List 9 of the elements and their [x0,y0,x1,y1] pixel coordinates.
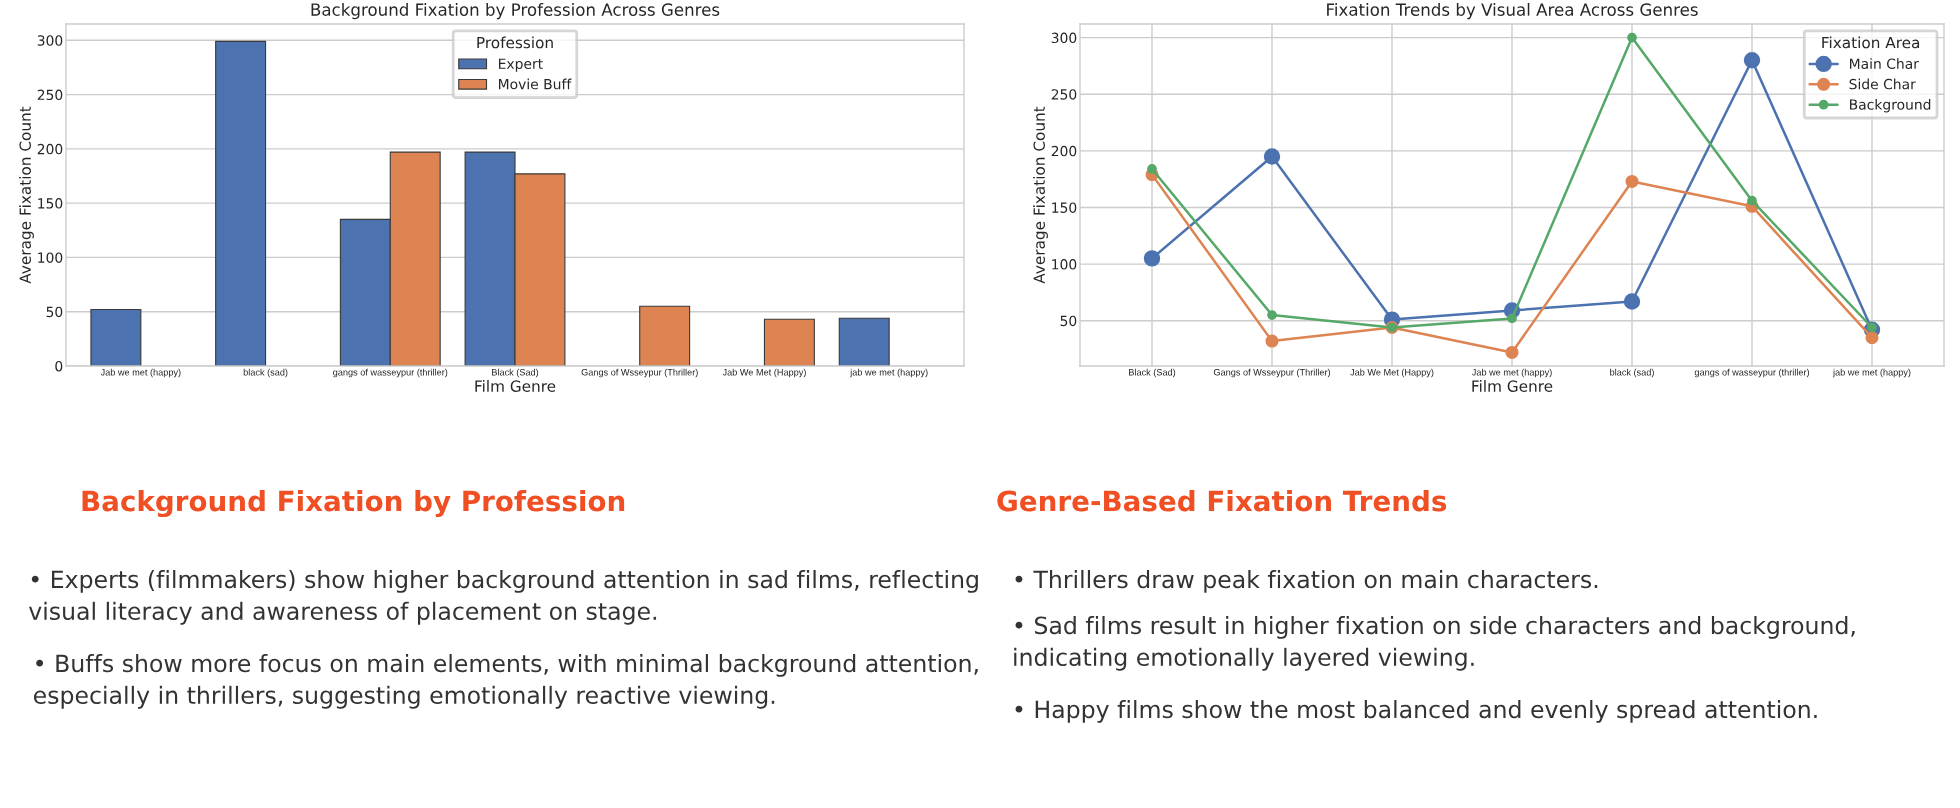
text: • Happy films show the most balanced and evenly spread attention. [1015,700,1817,723]
chart-title: Fixation Trends by Visual Area Across Genres [1327,3,1698,20]
text: • Experts (filmmakers) show higher background attention in sad films, reflecting visual literacy and awareness of placement on stage. [28,570,978,625]
text: • Sad films result in higher fixation on side characters and background, indicating emotionally layered viewing. [1014,616,1855,671]
text: Background Fixation by Profession [82,490,625,518]
chart-title: Background Fixation by Profession Across Genres [311,3,720,20]
text: • Thrillers draw peak fixation on main characters. [1015,570,1598,593]
text: • Buffs show more focus on main elements, with minimal background attention, especially in thrillers, suggesting emotionally reactive viewing. [33,654,978,709]
text: Genre-Based Fixation Trends [997,490,1447,512]
